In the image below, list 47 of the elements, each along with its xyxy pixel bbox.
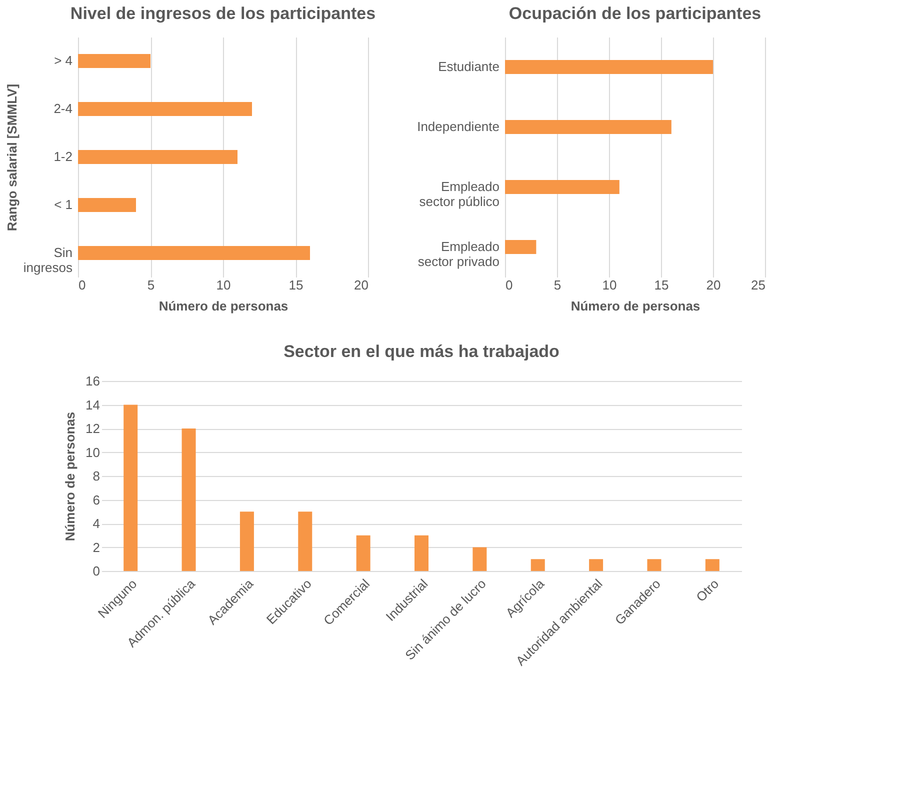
bar <box>705 559 720 571</box>
y-tick-label: Empleado sector privado <box>418 239 500 269</box>
chart-title: Sector en el que más ha trabajado <box>284 342 560 361</box>
bar <box>240 512 254 571</box>
y-tick-label: Empleado sector público <box>419 179 500 209</box>
x-tick-label: Otro <box>693 576 722 605</box>
x-tick-label: 15 <box>288 278 304 292</box>
bar <box>647 559 662 571</box>
x-tick-label: 10 <box>216 278 231 292</box>
y-tick-label: 6 <box>92 492 100 508</box>
bar <box>472 547 487 571</box>
x-tick-label: 20 <box>354 278 368 292</box>
y-tick-label: 10 <box>86 444 100 460</box>
x-tick-label: 10 <box>602 278 617 292</box>
x-tick-label: 0 <box>506 278 513 292</box>
x-tick-label: 5 <box>554 278 562 292</box>
y-tick-label: 12 <box>86 421 100 436</box>
y-tick-label: 8 <box>92 468 100 484</box>
y-tick-label: < 1 <box>54 197 72 212</box>
bar <box>530 559 545 571</box>
y-tick-label: Independiente <box>417 119 500 134</box>
y-tick-label: 2 <box>92 540 100 555</box>
y-tick-label: 4 <box>92 516 100 531</box>
y-tick-label: 16 <box>86 374 100 388</box>
y-tick-label: Sin ingresos <box>23 245 73 275</box>
bar <box>414 535 428 571</box>
y-tick-label: 2-4 <box>54 101 72 116</box>
bar <box>356 535 370 571</box>
bar <box>589 559 604 571</box>
y-tick-label: 14 <box>86 397 100 412</box>
x-tick-label: 15 <box>654 278 669 292</box>
y-tick-label: 1-2 <box>54 149 72 164</box>
bar <box>182 428 196 571</box>
bar <box>298 512 312 571</box>
x-axis-title: Número de personas <box>570 298 700 314</box>
y-tick-label: > 4 <box>54 53 72 68</box>
x-tick-label: 5 <box>147 278 155 292</box>
x-tick-label: 20 <box>706 278 721 292</box>
chart-title: Nivel de ingresos de los participantes <box>70 4 376 23</box>
y-axis-title: Rango salarial [SMMLV] <box>4 84 20 232</box>
bar <box>124 404 138 571</box>
x-tick-label: 25 <box>751 278 766 292</box>
y-tick-label: 0 <box>92 564 100 578</box>
y-tick-label: Estudiante <box>438 59 500 74</box>
chart-title: Ocupación de los participantes <box>508 4 762 23</box>
x-axis-title: Número de personas <box>158 298 288 314</box>
y-axis-title: Número de personas <box>62 412 78 542</box>
